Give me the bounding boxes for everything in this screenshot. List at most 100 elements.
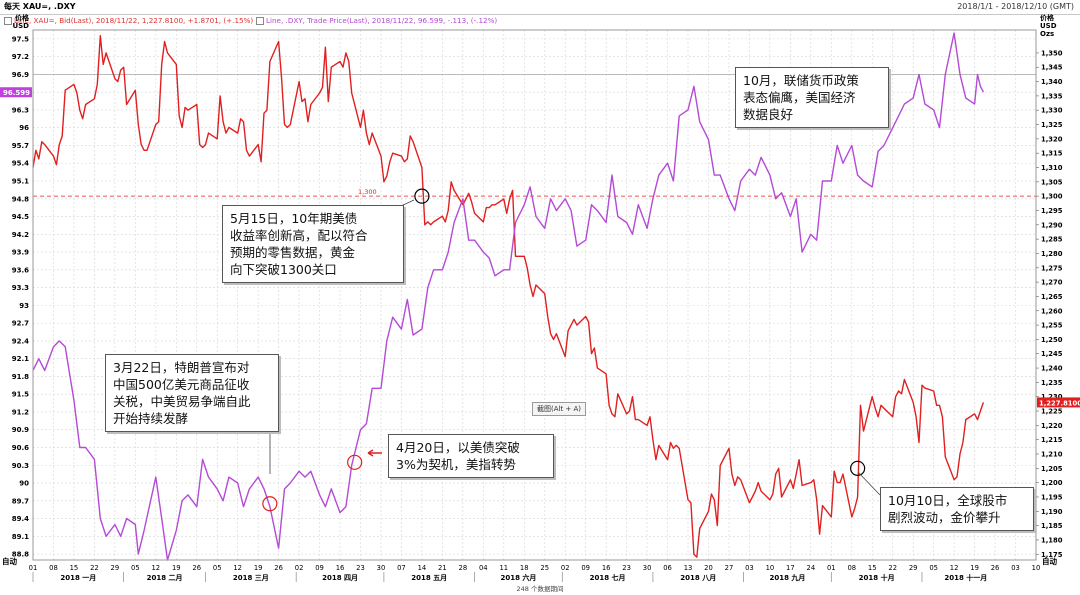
- chart-header: 每天 XAU=, .DXY 2018/1/1 - 2018/12/10 (GMT…: [0, 0, 1080, 15]
- x-day-label: 30: [643, 564, 652, 572]
- legend-gold[interactable]: Line, XAU=, Bid(Last), 2018/11/22, 1,227…: [4, 15, 253, 27]
- right-tick-label: 1,205: [1041, 465, 1063, 473]
- x-day-label: 26: [274, 564, 283, 572]
- left-tick-label: 96.3: [12, 106, 29, 114]
- x-day-label: 28: [459, 564, 468, 572]
- x-day-label: 01: [29, 564, 38, 572]
- event-markers: [262, 97, 891, 512]
- right-axis-header: 价格: [1040, 13, 1055, 22]
- left-tick-label: 92.7: [12, 320, 29, 328]
- x-day-label: 06: [663, 564, 672, 572]
- right-tick-label: 1,250: [1041, 336, 1063, 344]
- right-tick-label: 1,245: [1041, 350, 1063, 358]
- right-tick-label: 1,235: [1041, 379, 1063, 387]
- x-day-label: 15: [70, 564, 79, 572]
- event-circle-oct10: [850, 460, 866, 476]
- x-day-label: 24: [807, 564, 816, 572]
- right-tick-label: 1,285: [1041, 236, 1063, 244]
- x-day-label: 14: [418, 564, 427, 572]
- right-tick-label: 1,200: [1041, 479, 1063, 487]
- plot-frame: [32, 29, 1037, 561]
- x-day-label: 16: [336, 564, 345, 572]
- legend-gold-text: Line, XAU=, Bid(Last), 2018/11/22, 1,227…: [14, 16, 254, 25]
- screenshot-tooltip: 截图(Alt + A): [532, 402, 586, 416]
- right-tick-label: 1,340: [1041, 78, 1063, 86]
- dxy-line: [32, 32, 985, 561]
- x-day-label: 25: [540, 564, 549, 572]
- series-lines: [32, 32, 985, 561]
- x-day-label: 26: [192, 564, 201, 572]
- left-tick-label: 89.4: [12, 515, 29, 523]
- right-tick-label: 1,210: [1041, 451, 1063, 459]
- x-day-label: 19: [254, 564, 263, 572]
- x-day-label: 22: [90, 564, 99, 572]
- x-day-label: 12: [151, 564, 160, 572]
- annotation-october: 10月，联储货币政策 表态偏鹰，美国经济 数据良好: [735, 67, 889, 128]
- right-tick-label: 1,300: [1041, 193, 1063, 201]
- right-tick-label: 1,180: [1041, 536, 1063, 544]
- left-tick-label: 90.3: [12, 462, 29, 470]
- x-day-label: 19: [172, 564, 181, 572]
- left-tick-label: 95.4: [12, 160, 29, 168]
- x-day-label: 29: [111, 564, 120, 572]
- date-range: 2018/1/1 - 2018/12/10 (GMT): [957, 2, 1074, 11]
- footer-period-count: 248 个数据期间: [516, 585, 564, 593]
- x-day-label: 05: [213, 564, 222, 572]
- x-day-label: 21: [438, 564, 447, 572]
- left-tick-label: 96.9: [12, 71, 29, 79]
- x-day-label: 10: [766, 564, 775, 572]
- right-tick-label: 1,350: [1041, 49, 1063, 57]
- x-day-label: 15: [868, 564, 877, 572]
- left-tick-label: 94.8: [12, 195, 29, 203]
- left-axis-header: USD: [12, 22, 29, 30]
- x-month-label: 2018 六月: [500, 573, 536, 582]
- x-month-label: 2018 五月: [411, 574, 447, 582]
- x-day-label: 29: [909, 564, 918, 572]
- x-day-label: 05: [131, 564, 140, 572]
- legend: Line, XAU=, Bid(Last), 2018/11/22, 1,227…: [0, 15, 1080, 27]
- right-tick-label: 1,215: [1041, 436, 1063, 444]
- legend-gold-checkbox-icon[interactable]: [4, 17, 12, 25]
- x-day-label: 01: [827, 564, 836, 572]
- left-tick-label: 95.1: [12, 178, 29, 186]
- right-tick-label: 1,345: [1041, 64, 1063, 72]
- event-circle-mar22: [262, 496, 278, 512]
- x-day-label: 08: [49, 564, 58, 572]
- legend-dxy-checkbox-icon[interactable]: [256, 17, 264, 25]
- right-tick-label: 1,330: [1041, 107, 1063, 115]
- right-tick-label: 1,280: [1041, 250, 1063, 258]
- x-day-label: 27: [725, 564, 734, 572]
- right-tick-label: 1,230: [1041, 393, 1063, 401]
- x-day-label: 16: [602, 564, 611, 572]
- x-month-label: 2018 八月: [680, 574, 716, 582]
- annotation-mar22: 3月22日，特朗普宣布对 中国500亿美元商品征收 关税，中美贸易争端自此 开始…: [105, 354, 279, 432]
- arrow-apr20-icon: [367, 449, 382, 457]
- x-day-label: 03: [745, 564, 754, 572]
- x-day-label: 13: [684, 564, 693, 572]
- x-day-label: 08: [847, 564, 856, 572]
- event-circle-apr20: [347, 454, 363, 470]
- right-tick-label: 1,255: [1041, 322, 1063, 330]
- legend-dxy[interactable]: Line, .DXY, Trade Price(Last), 2018/11/2…: [256, 15, 497, 27]
- left-tick-label: 97.5: [12, 35, 29, 43]
- right-tick-label: 1,295: [1041, 207, 1063, 215]
- x-month-label: 2018 二月: [147, 574, 183, 582]
- right-tick-label: 1,270: [1041, 279, 1063, 287]
- x-day-label: 04: [479, 564, 488, 572]
- x-day-label: 03: [1011, 564, 1020, 572]
- legend-dxy-text: Line, .DXY, Trade Price(Last), 2018/11/2…: [266, 16, 498, 25]
- x-day-label: 12: [950, 564, 959, 572]
- right-tick-label: 1,310: [1041, 164, 1063, 172]
- left-tick-label: 96: [19, 124, 29, 132]
- x-day-label: 09: [315, 564, 324, 572]
- x-month-label: 2018 一月: [60, 574, 96, 582]
- dxy-last-label: 96.599: [3, 89, 30, 97]
- x-day-label: 19: [970, 564, 979, 572]
- right-tick-label: 1,290: [1041, 221, 1063, 229]
- right-tick-label: 1,240: [1041, 365, 1063, 373]
- gold-last-tag: [1037, 397, 1080, 408]
- right-tick-label: 1,315: [1041, 150, 1063, 158]
- left-axis-header: 价格: [15, 13, 30, 22]
- dxy-last-tag: [0, 87, 32, 98]
- left-tick-label: 97.2: [12, 53, 29, 61]
